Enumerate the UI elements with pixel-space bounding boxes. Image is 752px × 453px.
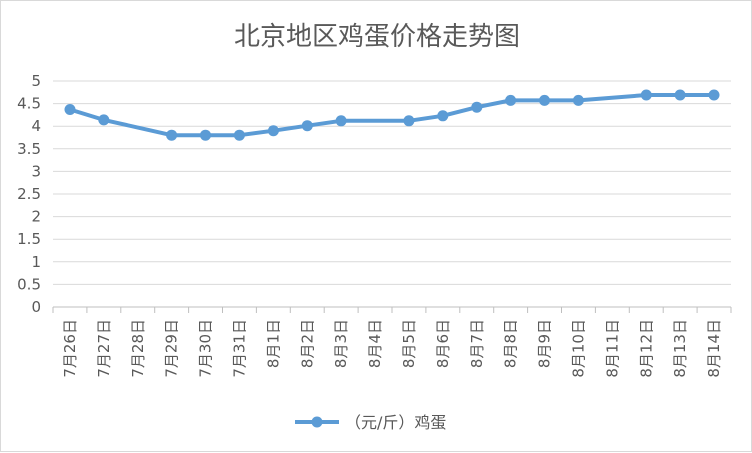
data-point	[471, 101, 483, 113]
x-tick-label: 8月9日	[536, 319, 554, 368]
series-line	[68, 93, 716, 138]
x-tick-label: 7月30日	[197, 319, 215, 378]
y-tick-label: 4	[31, 117, 41, 135]
y-tick-label: 3.5	[17, 140, 41, 158]
x-tick-label: 8月10日	[569, 319, 587, 378]
data-point	[572, 94, 584, 106]
y-axis: 0 0.5 1 1.5 2 2.5 3 3.5 4 4.5 5	[17, 72, 41, 316]
x-tick-label: 8月1日	[264, 319, 282, 368]
x-tick-label: 8月13日	[671, 319, 689, 378]
x-tick-label: 7月27日	[95, 319, 113, 378]
y-tick-label: 0	[31, 298, 41, 316]
y-tick-label: 5	[31, 72, 41, 90]
x-tick-label: 7月31日	[230, 319, 248, 378]
data-point	[708, 89, 720, 101]
data-point	[200, 129, 211, 141]
x-tick-label: 7月28日	[129, 319, 147, 378]
data-point	[301, 120, 313, 132]
y-tick-label: 1	[31, 253, 41, 271]
chart-title: 北京地区鸡蛋价格走势图	[234, 22, 520, 52]
data-point	[166, 129, 178, 141]
x-tick-label: 8月6日	[434, 319, 452, 368]
y-tick-label: 4.5	[17, 95, 41, 113]
x-tick-label: 8月11日	[603, 319, 621, 378]
data-point	[640, 89, 652, 101]
x-tick-label: 8月2日	[298, 319, 316, 368]
data-point	[64, 104, 76, 115]
y-tick-label: 2	[31, 208, 41, 226]
x-axis: 7月26日 7月27日 7月28日 7月29日 7月30日 7月31日 8月1日 8月2日 8月…	[52, 307, 732, 378]
data-point	[505, 94, 517, 106]
x-tick-label: 8月5日	[400, 319, 418, 368]
data-point	[539, 94, 550, 106]
x-tick-label: 8月3日	[332, 319, 350, 368]
y-tick-label: 2.5	[17, 185, 41, 203]
legend-marker	[311, 416, 323, 428]
data-point	[267, 125, 279, 137]
data-point	[98, 114, 110, 126]
data-point	[403, 115, 415, 127]
data-point	[233, 129, 245, 141]
series-layer	[64, 89, 720, 141]
legend: （元/斤）鸡蛋	[295, 413, 446, 432]
y-tick-label: 1.5	[17, 230, 41, 248]
x-tick-label: 8月8日	[502, 319, 520, 368]
x-tick-label: 8月4日	[366, 319, 384, 368]
y-tick-label: 3	[31, 162, 41, 180]
x-tick-label: 7月29日	[163, 319, 181, 378]
x-tick-label: 8月14日	[705, 319, 723, 378]
x-tick-label: 7月26日	[61, 319, 79, 378]
x-tick-label: 8月7日	[468, 319, 486, 368]
data-point	[335, 115, 347, 127]
y-tick-label: 0.5	[17, 275, 41, 293]
x-tick-label: 8月12日	[637, 319, 655, 378]
data-point	[437, 110, 449, 122]
data-point	[674, 89, 686, 101]
gridlines	[53, 80, 731, 308]
legend-label: （元/斤）鸡蛋	[345, 413, 446, 432]
